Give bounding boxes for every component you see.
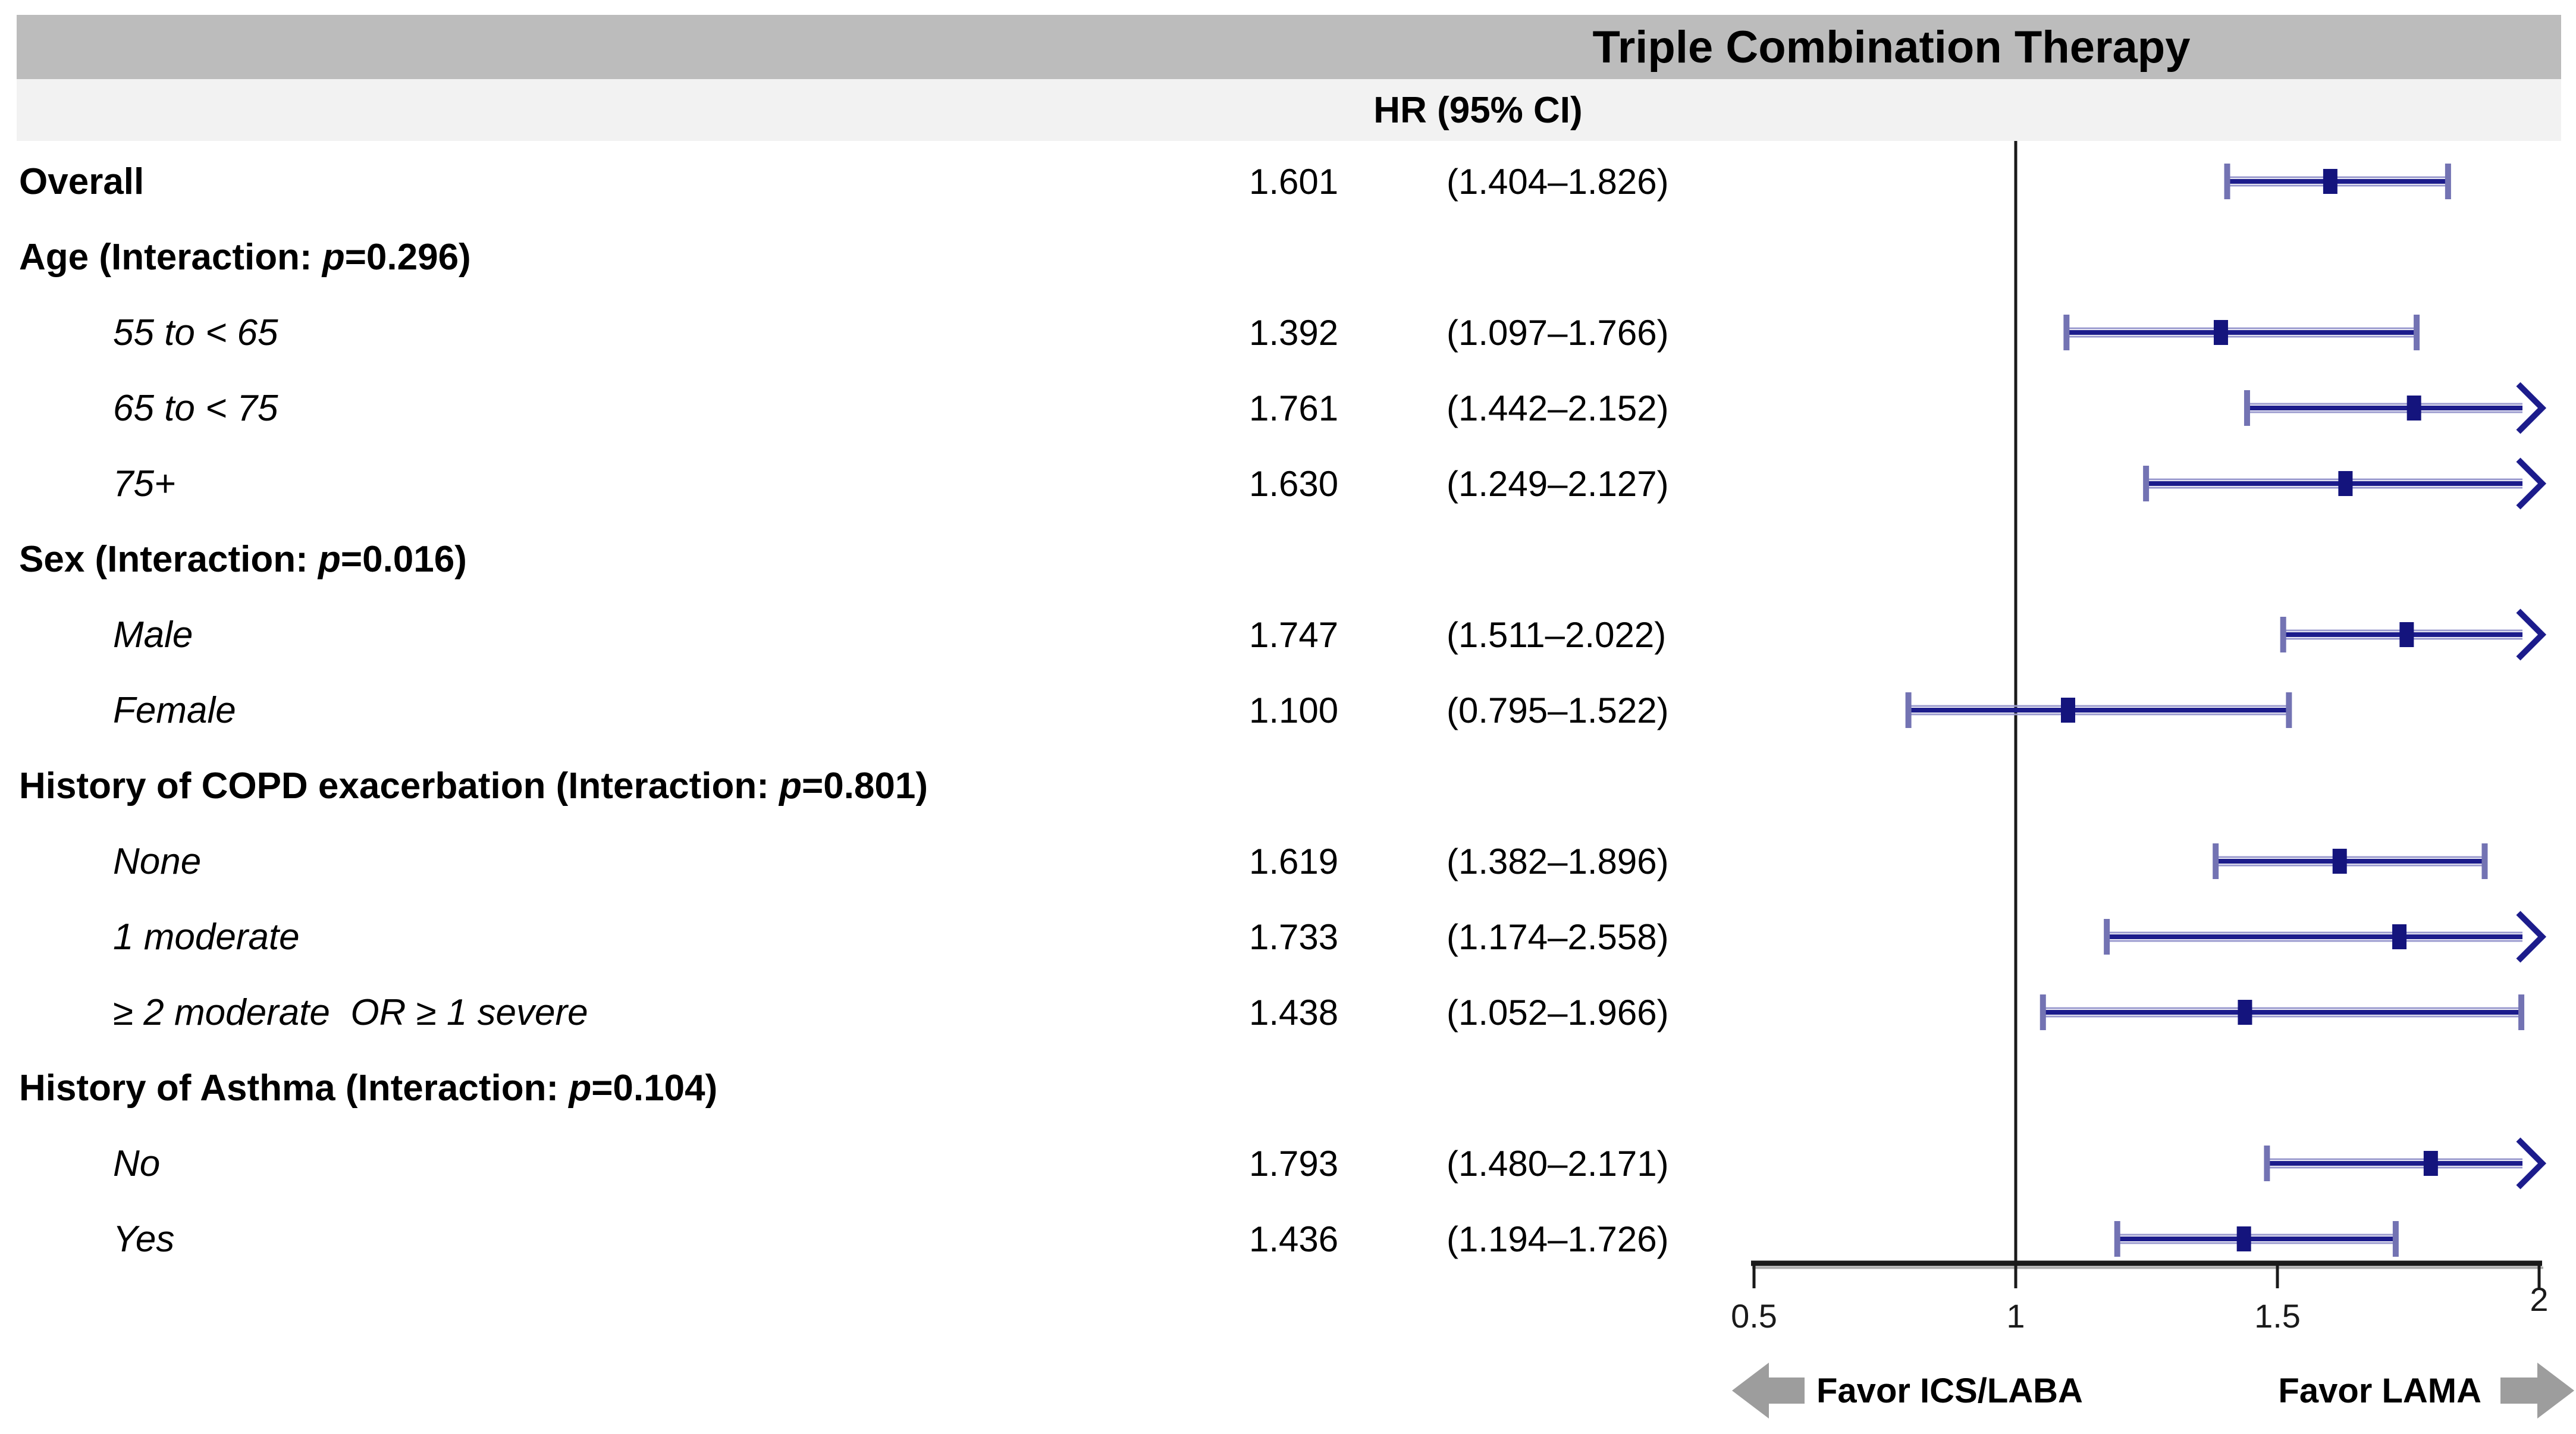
favor-left-arrow-icon	[1732, 1363, 1805, 1419]
hr-value: 1.630	[1249, 463, 1339, 504]
favor-right-arrow-icon	[2500, 1363, 2574, 1419]
hr-value: 1.436	[1249, 1219, 1339, 1259]
row-label: 1 moderate	[113, 916, 300, 958]
hr-ci-column-header: HR (95% CI)	[1373, 89, 1583, 131]
row-label: History of COPD exacerbation (Interactio…	[19, 765, 928, 807]
ci-marker	[2338, 471, 2353, 496]
row-label: Overall	[19, 161, 145, 202]
ci-value: (1.174–2.558)	[1447, 917, 1669, 957]
hr-value: 1.793	[1249, 1143, 1339, 1184]
ci-value: (0.795–1.522)	[1447, 690, 1669, 730]
figure-title: Triple Combination Therapy	[1592, 21, 2191, 73]
axis-tick-label: 0.5	[1731, 1297, 1777, 1335]
ci-value: (1.194–1.726)	[1447, 1219, 1669, 1259]
ci-marker	[2332, 849, 2347, 874]
row-label: No	[113, 1143, 161, 1184]
hr-value: 1.619	[1249, 841, 1339, 881]
axis-tick-label: 1	[2006, 1297, 2025, 1335]
ci-value: (1.480–2.171)	[1447, 1143, 1669, 1184]
hr-value: 1.761	[1249, 388, 1339, 428]
ci-clip-arrow-icon	[2516, 608, 2547, 661]
ci-value: (1.052–1.966)	[1447, 992, 1669, 1033]
hr-value: 1.392	[1249, 312, 1339, 353]
ci-marker	[2236, 1226, 2251, 1251]
ci-marker	[2392, 924, 2407, 949]
treatment-header-band	[17, 15, 2561, 79]
row-label: 75+	[113, 463, 176, 504]
axis-tick-label: 1.5	[2254, 1297, 2301, 1335]
ci-clip-arrow-icon	[2516, 1137, 2547, 1190]
row-label: None	[113, 840, 202, 882]
ci-clip-arrow-icon	[2516, 457, 2547, 510]
ci-marker	[2213, 320, 2228, 345]
favor-right-label: Favor LAMA	[2278, 1371, 2481, 1410]
hr-value: 1.733	[1249, 917, 1339, 957]
hr-value: 1.601	[1249, 161, 1339, 202]
ci-value: (1.382–1.896)	[1447, 841, 1669, 881]
axis-tick-label: 2	[2530, 1281, 2549, 1318]
row-label: Sex (Interaction: p =0.016)	[19, 538, 467, 580]
row-label: Age (Interaction: p =0.296)	[19, 236, 471, 278]
ci-value: (1.511–2.022)	[1447, 614, 1667, 655]
hr-value: 1.438	[1249, 992, 1339, 1033]
ci-value: (1.097–1.766)	[1447, 312, 1669, 353]
ci-value: (1.249–2.127)	[1447, 463, 1669, 504]
row-label: Female	[113, 689, 236, 731]
ci-marker	[2399, 622, 2414, 647]
ci-marker	[2406, 396, 2421, 421]
row-label: 55 to < 65	[113, 312, 278, 353]
favor-left-label: Favor ICS/LABA	[1816, 1371, 2083, 1410]
ci-value: (1.404–1.826)	[1447, 161, 1669, 202]
row-label: Male	[113, 614, 193, 655]
ci-value: (1.442–2.152)	[1447, 388, 1669, 428]
hr-value: 1.100	[1249, 690, 1339, 730]
row-label: Yes	[113, 1218, 175, 1260]
row-label: ≥ 2 moderate OR ≥ 1 severe	[113, 991, 588, 1033]
ci-marker	[2323, 169, 2337, 194]
row-label: History of Asthma (Interaction: p =0.104)	[19, 1067, 718, 1109]
hr-value: 1.747	[1249, 614, 1339, 655]
ci-marker	[2238, 1000, 2252, 1025]
column-header-band	[17, 79, 2561, 141]
ci-clip-arrow-icon	[2516, 382, 2547, 434]
ci-clip-arrow-icon	[2516, 911, 2547, 963]
row-label: 65 to < 75	[113, 387, 278, 429]
ci-marker	[2423, 1151, 2438, 1176]
ci-marker	[2061, 698, 2075, 723]
